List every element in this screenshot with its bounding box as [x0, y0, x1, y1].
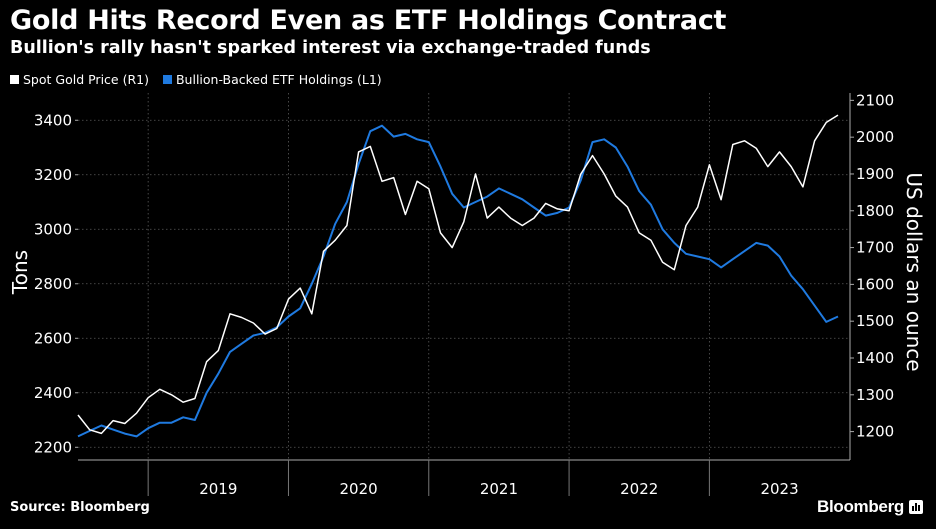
right-axis: 1200 1300 1400 1500 1600 1700 1800 1900 2000 2100: [849, 91, 894, 460]
right-axis-title: US dollars an ounce: [902, 172, 926, 371]
x-axis: 2019 2020 2021 2022 2023: [78, 459, 850, 498]
legend-item-etf: Bullion-Backed ETF Holdings (L1): [162, 72, 382, 87]
legend-swatch-gold: [10, 75, 19, 84]
right-tick-label: 2000: [856, 128, 894, 146]
bloomberg-logo: Bloomberg: [816, 497, 904, 516]
left-tick-label: 2800: [34, 275, 72, 293]
chart-lines: [77, 114, 839, 438]
right-tick-label: 1200: [856, 423, 894, 441]
left-tick-label: 3400: [34, 111, 72, 129]
right-tick-label: 1600: [856, 275, 894, 293]
left-tick-label: 2200: [34, 438, 72, 456]
x-tick-label: 2019: [199, 480, 237, 498]
left-tick-label: 3200: [34, 166, 72, 184]
right-tick-label: 1300: [856, 386, 894, 404]
right-tick-label: 1800: [856, 202, 894, 220]
x-tick-label: 2021: [480, 480, 518, 498]
left-tick-label: 3000: [34, 220, 72, 238]
legend-swatch-etf: [162, 75, 172, 84]
x-tick-label: 2023: [760, 480, 798, 498]
left-tick-label: 2400: [34, 384, 72, 402]
legend-label-etf: Bullion-Backed ETF Holdings (L1): [175, 72, 382, 87]
legend-label-gold: Spot Gold Price (R1): [23, 72, 149, 87]
right-tick-label: 1500: [856, 312, 894, 330]
right-tick-label: 1400: [856, 349, 894, 367]
series-line-gold-price: [77, 114, 839, 435]
left-axis: 2200 2400 2600 2800 3000 3200 3400: [34, 111, 78, 456]
right-tick-label: 1700: [856, 239, 894, 257]
chart-title: Gold Hits Record Even as ETF Holdings Co…: [10, 5, 727, 36]
chart-legend: Spot Gold Price (R1) Bullion-Backed ETF …: [10, 72, 382, 87]
left-tick-label: 2600: [34, 329, 72, 347]
source-note: Source: Bloomberg: [10, 500, 150, 515]
chart-grid: [78, 93, 850, 460]
legend-item-gold: Spot Gold Price (R1): [10, 72, 149, 87]
chart-subtitle: Bullion's rally hasn't sparked interest …: [10, 38, 651, 58]
x-tick-label: 2022: [620, 480, 658, 498]
right-tick-label: 1900: [856, 165, 894, 183]
series-line-etf-holdings: [77, 124, 839, 438]
right-tick-label: 2100: [856, 91, 894, 109]
x-tick-label: 2020: [340, 480, 378, 498]
bloomberg-bars-icon: [909, 500, 923, 514]
left-axis-title: Tons: [8, 250, 32, 295]
